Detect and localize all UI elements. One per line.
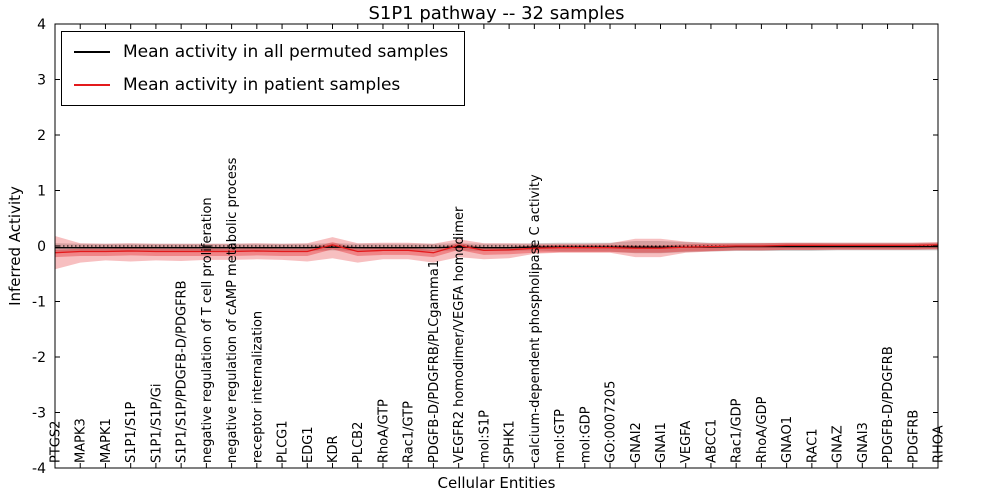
x-tick-label: S1P1/S1P/Gi	[149, 384, 164, 463]
x-axis-label: Cellular Entities	[437, 474, 556, 492]
chart-title: S1P1 pathway -- 32 samples	[368, 3, 625, 24]
legend-line-patient-icon	[74, 84, 110, 86]
x-tick-label: negative regulation of T cell proliferat…	[200, 197, 215, 463]
y-tick-label: -1	[32, 295, 46, 311]
x-tick-label: ABCC1	[704, 419, 719, 463]
x-tick-label: PDGFB-D/PDGFRB/PLCgamma1	[427, 260, 442, 463]
x-tick-label: GNAO1	[780, 416, 795, 463]
x-tick-label: VEGFA	[679, 421, 694, 463]
x-tick-label: mol:GDP	[578, 406, 593, 463]
x-tick-label: mol:S1P	[477, 410, 492, 463]
x-tick-label: RAC1	[805, 428, 820, 463]
x-tick-label: RHOA	[932, 425, 947, 463]
legend: Mean activity in all permuted samples Me…	[61, 31, 466, 106]
legend-label-patient: Mean activity in patient samples	[123, 75, 401, 95]
x-tick-label: GNAI3	[856, 422, 871, 463]
y-tick-label: 2	[37, 128, 46, 144]
x-tick-label: PLCG1	[276, 420, 291, 463]
x-tick-label: S1P1/S1P/PDGFB-D/PDGFRB	[175, 280, 190, 463]
x-tick-label: receptor internalization	[250, 311, 265, 463]
legend-label-permuted: Mean activity in all permuted samples	[123, 42, 449, 62]
series-1-band-0	[55, 236, 938, 270]
x-tick-label: Rac1/GDP	[730, 398, 745, 463]
x-tick-label: EDG1	[301, 426, 316, 463]
x-tick-label: GNAI1	[654, 422, 669, 463]
x-tick-label: RhoA/GTP	[376, 399, 391, 463]
series-0-line	[55, 245, 938, 249]
x-tick-label: GNAI2	[629, 422, 644, 463]
x-tick-label: mol:GTP	[553, 409, 568, 463]
x-tick-label: PLCB2	[351, 422, 366, 463]
x-tick-label: Rac1/GTP	[402, 401, 417, 463]
y-tick-label: 1	[37, 184, 46, 200]
y-tick-label: 3	[37, 73, 46, 89]
x-tick-label: GNAZ	[831, 425, 846, 463]
x-tick-label: PDGFB-D/PDGFRB	[881, 346, 896, 463]
x-tick-label: GO:0007205	[604, 381, 619, 463]
x-tick-label: calcium-dependent phospholipase C activi…	[528, 174, 543, 463]
x-tick-label: RhoA/GDP	[755, 396, 770, 463]
y-tick-label: 0	[37, 239, 46, 255]
x-tick-label: KDR	[326, 435, 341, 463]
x-tick-label: negative regulation of cAMP metabolic pr…	[225, 157, 240, 463]
legend-item-patient: Mean activity in patient samples	[74, 75, 448, 95]
series-1-line	[54, 244, 939, 254]
x-tick-label: MAPK1	[99, 418, 114, 463]
legend-line-permuted-icon	[74, 51, 110, 53]
y-tick-label: -4	[32, 461, 46, 477]
legend-item-permuted: Mean activity in all permuted samples	[74, 42, 448, 62]
x-tick-label: PTGS2	[49, 421, 64, 463]
y-tick-label: 4	[37, 17, 46, 33]
y-tick-label: -2	[32, 350, 46, 366]
x-tick-label: MAPK3	[74, 418, 89, 463]
x-tick-label: PDGFRB	[906, 410, 921, 463]
x-tick-label: S1P1/S1P	[124, 401, 139, 463]
x-tick-label: VEGFR2 homodimer/VEGFA homodimer	[452, 206, 467, 463]
x-tick-label: SPHK1	[503, 420, 518, 463]
y-tick-label: -3	[32, 406, 46, 422]
